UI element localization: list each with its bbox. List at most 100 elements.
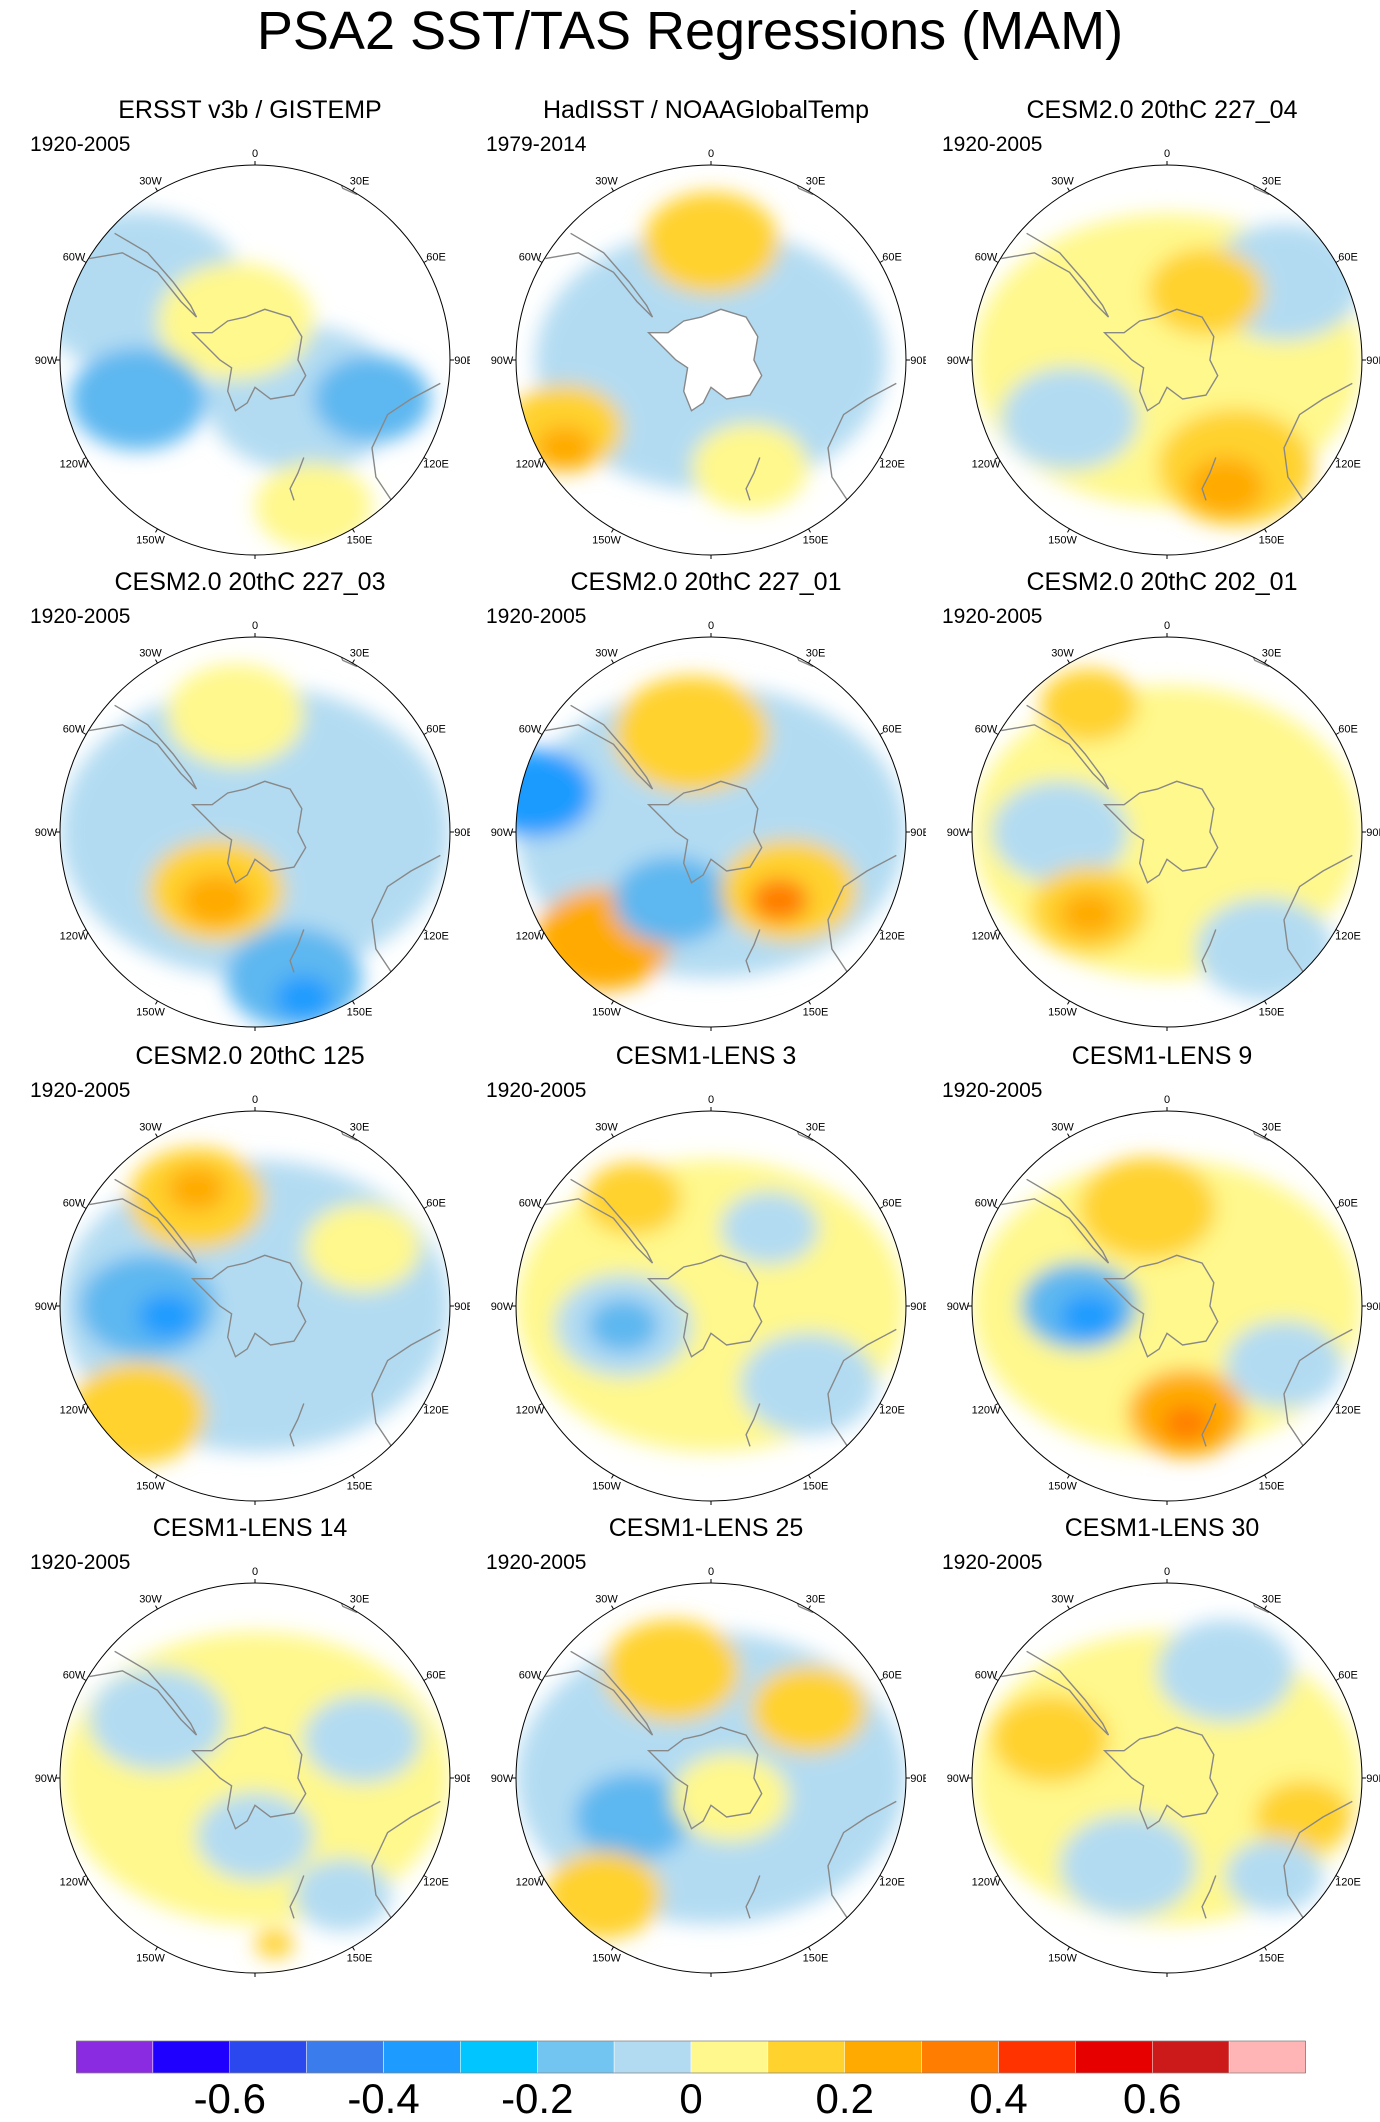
longitude-label: 90E <box>1366 1773 1380 1785</box>
longitude-tick <box>155 1474 158 1479</box>
longitude-tick <box>808 1946 811 1951</box>
longitude-label: 60E <box>426 1198 446 1210</box>
longitude-label: 120W <box>60 1877 89 1889</box>
longitude-tick <box>1264 1946 1267 1951</box>
longitude-label: 90W <box>947 1773 970 1785</box>
panel-period: 1920-2005 <box>30 1551 131 1574</box>
longitude-label: 0 <box>252 148 258 160</box>
longitude-tick <box>352 1946 355 1951</box>
longitude-label: 150E <box>1259 1480 1285 1492</box>
coastline <box>1201 1875 1217 1919</box>
colorbar-box <box>767 2040 845 2074</box>
longitude-label: 120E <box>879 459 905 471</box>
longitude-tick <box>1067 659 1070 664</box>
polar-map: 0 30E 60E 90E 120E 150E 180 150W 120W 90W 60W 30W <box>491 1094 926 1509</box>
longitude-label: 0 <box>708 148 714 160</box>
longitude-label: 60W <box>519 1670 542 1682</box>
longitude-tick <box>423 929 428 932</box>
longitude-tick <box>352 659 355 664</box>
longitude-label: 120E <box>1335 459 1361 471</box>
coastline <box>745 1875 761 1919</box>
longitude-label: 0 <box>708 1566 714 1578</box>
longitude-tick <box>352 528 355 533</box>
colorbar-tick-label: -0.4 <box>347 2075 420 2122</box>
longitude-label: 150E <box>803 1006 829 1018</box>
coastline <box>89 704 198 790</box>
longitude-tick <box>611 1605 614 1610</box>
antarctica-coastline <box>646 780 763 884</box>
longitude-label: 30E <box>350 1594 370 1606</box>
anomaly-blob <box>89 1668 226 1771</box>
colorbar-box <box>383 2040 461 2074</box>
coastline <box>89 1178 198 1264</box>
panel-period: 1920-2005 <box>30 133 131 156</box>
longitude-label: 90W <box>35 355 58 367</box>
longitude-label: 30E <box>350 648 370 660</box>
anomaly-blob <box>1186 457 1265 516</box>
longitude-tick <box>808 1000 811 1005</box>
longitude-label: 60W <box>63 1198 86 1210</box>
longitude-label: 150W <box>592 1480 621 1492</box>
anomaly-blob <box>1196 897 1333 1001</box>
longitude-label: 120E <box>423 1405 449 1417</box>
longitude-label: 90W <box>491 1301 514 1313</box>
longitude-label: 180 <box>246 562 264 563</box>
anomaly-blob <box>691 423 809 512</box>
longitude-label: 60E <box>1338 252 1358 264</box>
longitude-tick <box>82 1206 87 1209</box>
colorbar-box <box>1152 2040 1230 2074</box>
longitude-tick <box>1264 1000 1267 1005</box>
anomaly-blob <box>588 1299 659 1352</box>
longitude-tick <box>423 457 428 460</box>
longitude-label: 60E <box>882 1198 902 1210</box>
longitude-tick <box>1264 1133 1267 1138</box>
colorbar-box <box>844 2040 922 2074</box>
anomaly-blob <box>1163 1405 1210 1441</box>
coastline <box>1001 704 1110 790</box>
longitude-tick <box>994 929 999 932</box>
longitude-label: 30W <box>595 1122 618 1134</box>
colorbar-box <box>460 2040 538 2074</box>
colorbar-box <box>690 2040 769 2074</box>
longitude-label: 120E <box>423 1877 449 1889</box>
anomaly-blob <box>1001 367 1138 470</box>
longitude-label: 150E <box>347 534 373 546</box>
longitude-label: 120W <box>60 459 89 471</box>
longitude-label: 90W <box>947 355 970 367</box>
longitude-tick <box>611 1133 614 1138</box>
anomaly-blob <box>313 355 431 443</box>
longitude-label: 90E <box>454 355 470 367</box>
longitude-label: 180 <box>702 1034 720 1035</box>
anomaly-blob <box>613 856 731 945</box>
longitude-label: 30E <box>1262 176 1282 188</box>
longitude-tick <box>155 1946 158 1951</box>
longitude-label: 90E <box>910 827 926 839</box>
longitude-tick <box>423 1875 428 1878</box>
coastline <box>745 457 761 501</box>
longitude-label: 120W <box>972 1877 1001 1889</box>
longitude-tick <box>1264 528 1267 533</box>
longitude-tick <box>611 1946 614 1951</box>
colorbar-box <box>306 2040 384 2074</box>
longitude-label: 150W <box>136 1480 165 1492</box>
longitude-label: 120W <box>60 931 89 943</box>
coastline <box>289 457 305 501</box>
longitude-tick <box>82 1403 87 1406</box>
anomaly-blob <box>535 425 594 470</box>
longitude-tick <box>538 260 543 263</box>
longitude-label: 60W <box>63 724 86 736</box>
longitude-tick <box>1264 187 1267 192</box>
longitude-label: 150W <box>1048 1952 1077 1964</box>
longitude-label: 60W <box>975 252 998 264</box>
longitude-tick <box>1067 528 1070 533</box>
longitude-tick <box>1264 1474 1267 1479</box>
anomaly-blob <box>1225 1320 1343 1409</box>
panel-title: CESM1-LENS 9 <box>1071 1042 1253 1070</box>
longitude-tick <box>423 732 428 735</box>
longitude-label: 150W <box>592 1006 621 1018</box>
longitude-label: 90E <box>1366 1301 1380 1313</box>
longitude-label: 120E <box>423 459 449 471</box>
longitude-label: 0 <box>1164 1566 1170 1578</box>
longitude-label: 30E <box>1262 1594 1282 1606</box>
anomaly-blob <box>303 1695 421 1783</box>
